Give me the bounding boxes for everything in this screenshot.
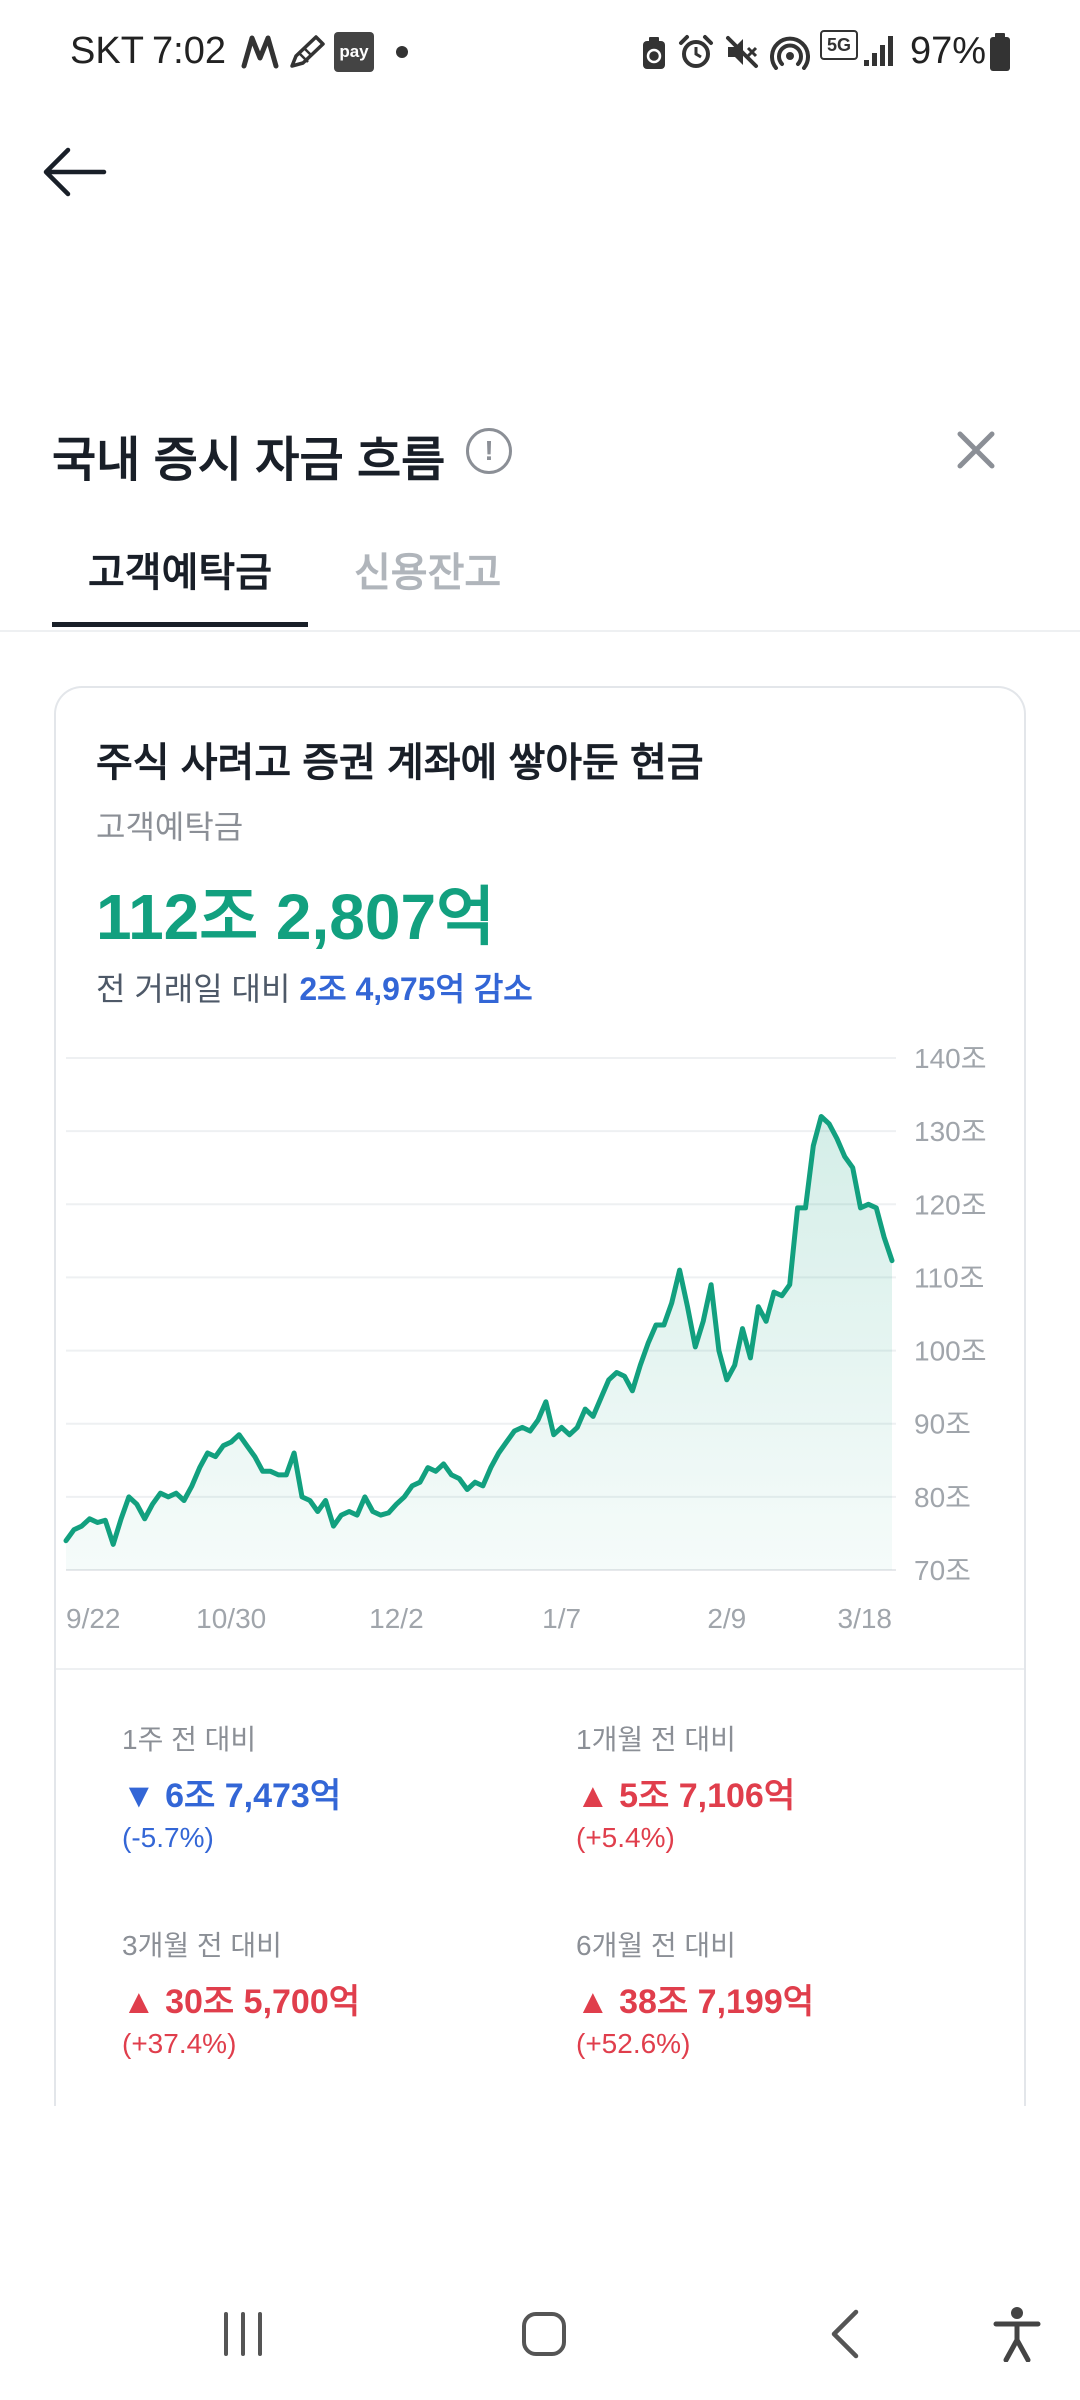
- up-arrow-icon: ▲: [576, 1983, 610, 2021]
- stat-3m-amount: 30조 5,700억: [165, 1983, 361, 2021]
- pay-badge-label: pay: [339, 42, 369, 61]
- stat-1w-amount: 6조 7,473억: [165, 1777, 342, 1815]
- tabs-divider: [0, 630, 1080, 632]
- stat-1m-pct: (+5.4%): [576, 1822, 675, 1853]
- stat-1m-label: 1개월 전 대비: [576, 1724, 736, 1755]
- y-tick-label: 80조: [914, 1482, 971, 1513]
- y-tick-label: 120조: [914, 1189, 986, 1220]
- network-label: 5G: [826, 35, 851, 55]
- stat-3m-label: 3개월 전 대비: [122, 1930, 282, 1961]
- card-subtitle: 고객예탁금: [96, 809, 244, 845]
- stat-1w-pct: (-5.7%): [122, 1822, 214, 1853]
- pay-icon: pay: [334, 32, 374, 72]
- x-tick-label: 10/30: [196, 1603, 266, 1634]
- y-tick-label: 90조: [914, 1409, 971, 1440]
- stats-divider: [56, 1668, 1024, 1670]
- stat-1m-amount: 5조 7,106억: [619, 1777, 796, 1815]
- y-tick-label: 100조: [914, 1336, 986, 1367]
- battery-saver-icon: [643, 37, 665, 69]
- stat-1m-value: ▲ 5조 7,106억: [576, 1768, 795, 1817]
- pencil-icon: [290, 35, 325, 68]
- stat-3m-value: ▲ 30조 5,700억: [122, 1974, 360, 2023]
- y-tick-label: 140조: [914, 1043, 986, 1074]
- mute-icon: [726, 36, 758, 68]
- stat-6m-label: 6개월 전 대비: [576, 1930, 736, 1961]
- stat-1w-label: 1주 전 대비: [122, 1724, 257, 1755]
- x-tick-label: 3/18: [838, 1603, 893, 1634]
- x-tick-label: 12/2: [369, 1603, 424, 1634]
- clock: 7:02: [152, 30, 226, 72]
- down-arrow-icon: ▼: [122, 1777, 156, 1815]
- stat-3m-pct: (+37.4%): [122, 2028, 237, 2059]
- status-bar: SKT 7:02 pay 5G 97%: [0, 0, 1080, 106]
- card-title: 주식 사려고 증권 계좌에 쌓아둔 현금: [96, 741, 704, 785]
- y-tick-label: 70조: [914, 1555, 971, 1586]
- x-tick-label: 2/9: [707, 1603, 746, 1634]
- close-icon: [957, 431, 995, 469]
- chart-area-fill: [66, 1116, 892, 1570]
- x-tick-label: 1/7: [542, 1603, 581, 1634]
- y-tick-label: 110조: [914, 1262, 984, 1293]
- up-arrow-icon: ▲: [576, 1777, 610, 1815]
- stat-6m-amount: 38조 7,199억: [619, 1983, 815, 2021]
- tab-credit-balance[interactable]: 신용잔고: [354, 551, 502, 595]
- home-icon[interactable]: [520, 2310, 568, 2358]
- 5g-icon: 5G: [820, 30, 858, 60]
- x-tick-label: 9/22: [66, 1603, 121, 1634]
- tab-customer-deposit[interactable]: 고객예탁금: [88, 551, 272, 595]
- compare-delta: 2조 4,975억 감소: [299, 971, 533, 1007]
- info-glyph: !: [484, 435, 494, 466]
- deposit-value: 112조 2,807억: [96, 881, 495, 953]
- hotspot-icon: [770, 36, 810, 70]
- arrow-left-icon: [43, 147, 107, 197]
- stat-6m-value: ▲ 38조 7,199억: [576, 1974, 814, 2023]
- compare-prefix: 전 거래일 대비: [96, 971, 291, 1007]
- chart-series-line: [63, 1114, 895, 1547]
- recent-apps-icon[interactable]: [218, 2310, 268, 2358]
- alarm-icon: [679, 35, 713, 68]
- back-button[interactable]: [40, 140, 120, 204]
- accessibility-icon[interactable]: [992, 2306, 1042, 2362]
- battery-percent: 97%: [910, 30, 987, 72]
- info-icon[interactable]: !: [466, 428, 512, 474]
- battery-icon: [990, 33, 1010, 71]
- up-arrow-icon: ▲: [122, 1983, 156, 2021]
- dot-icon: [396, 46, 408, 58]
- stat-1w-value: ▼ 6조 7,473억: [122, 1768, 341, 1817]
- carrier-label: SKT: [70, 30, 144, 72]
- deposit-chart[interactable]: 140조 130조 120조 110조 100조 90조 80조 70조 9/22 10/30 12…: [0, 1020, 1080, 1640]
- system-nav-bar: [0, 2280, 1080, 2400]
- back-nav-icon[interactable]: [826, 2308, 866, 2360]
- previous-day-compare: 전 거래일 대비 2조 4,975억 감소: [96, 964, 533, 1010]
- close-button[interactable]: [950, 424, 1002, 476]
- m-app-icon: [241, 35, 279, 69]
- signal-icon: [864, 36, 893, 66]
- stat-6m-pct: (+52.6%): [576, 2028, 691, 2059]
- page-title: 국내 증시 자금 흐름: [52, 434, 446, 487]
- deposit-card: [54, 686, 1026, 2106]
- y-tick-label: 130조: [914, 1116, 986, 1147]
- active-tab-indicator: [52, 622, 308, 627]
